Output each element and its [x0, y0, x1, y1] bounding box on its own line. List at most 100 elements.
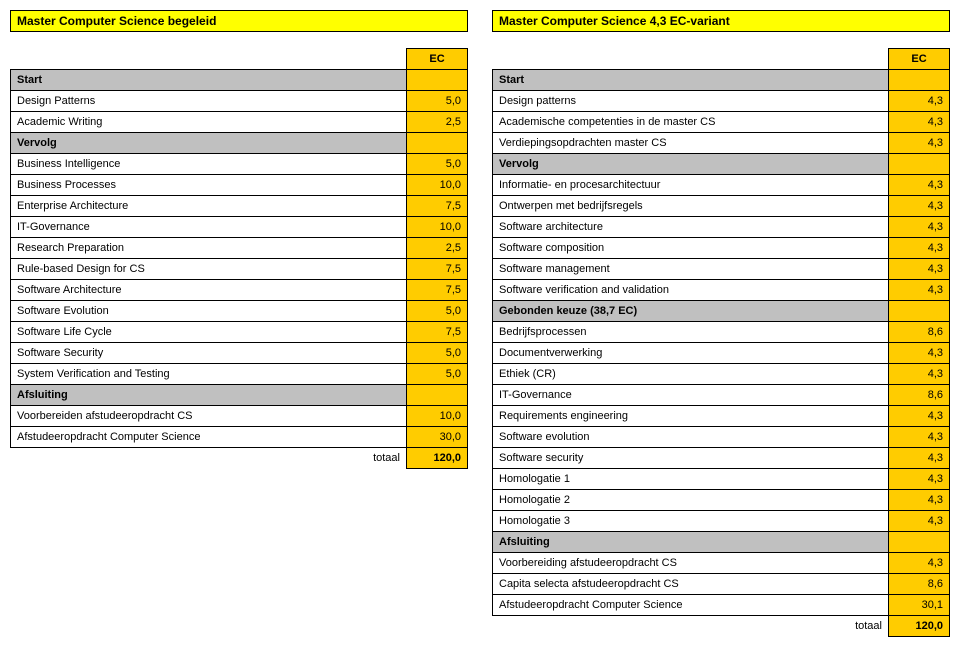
- left-row: Business Intelligence5,0: [11, 154, 468, 175]
- spacer: [493, 32, 950, 49]
- left-value: 10,0: [407, 406, 468, 427]
- right-row: Homologatie 24,3: [493, 490, 950, 511]
- left-row: Afsluiting: [11, 385, 468, 406]
- right-value: 4,3: [889, 469, 950, 490]
- right-row: Academische competenties in de master CS…: [493, 112, 950, 133]
- left-row: Enterprise Architecture7,5: [11, 196, 468, 217]
- right-label: Bedrijfsprocessen: [493, 322, 889, 343]
- right-row: Software evolution4,3: [493, 427, 950, 448]
- left-label: Research Preparation: [11, 238, 407, 259]
- right-row: Software composition4,3: [493, 238, 950, 259]
- right-value: 4,3: [889, 406, 950, 427]
- right-value: 8,6: [889, 385, 950, 406]
- right-row: Capita selecta afstudeeropdracht CS8,6: [493, 574, 950, 595]
- right-row: Afstudeeropdracht Computer Science30,1: [493, 595, 950, 616]
- left-body: StartDesign Patterns5,0Academic Writing2…: [11, 70, 468, 448]
- left-column: Master Computer Science begeleid EC Star…: [10, 10, 468, 469]
- left-value: [407, 385, 468, 406]
- ec-header-blank: [493, 49, 889, 70]
- left-label: Afstudeeropdracht Computer Science: [11, 427, 407, 448]
- right-label: Afsluiting: [493, 532, 889, 553]
- right-value: 4,3: [889, 133, 950, 154]
- right-value: [889, 70, 950, 91]
- right-row: Software architecture4,3: [493, 217, 950, 238]
- right-value: [889, 154, 950, 175]
- right-row: Ethiek (CR)4,3: [493, 364, 950, 385]
- left-row: Voorbereiden afstudeeropdracht CS10,0: [11, 406, 468, 427]
- right-label: Documentverwerking: [493, 343, 889, 364]
- right-value: 4,3: [889, 91, 950, 112]
- left-value: 2,5: [407, 238, 468, 259]
- left-value: 2,5: [407, 112, 468, 133]
- right-table: Master Computer Science 4,3 EC-variant E…: [492, 10, 950, 637]
- left-row: Software Evolution5,0: [11, 301, 468, 322]
- left-label: Design Patterns: [11, 91, 407, 112]
- left-label: Start: [11, 70, 407, 91]
- left-value: 7,5: [407, 259, 468, 280]
- right-label: Voorbereiding afstudeeropdracht CS: [493, 553, 889, 574]
- right-value: 4,3: [889, 175, 950, 196]
- right-value: 4,3: [889, 448, 950, 469]
- right-row: Software verification and validation4,3: [493, 280, 950, 301]
- left-total-label: totaal: [11, 448, 407, 469]
- right-value: [889, 532, 950, 553]
- right-row: Vervolg: [493, 154, 950, 175]
- left-label: Academic Writing: [11, 112, 407, 133]
- right-label: Software verification and validation: [493, 280, 889, 301]
- right-row: Afsluiting: [493, 532, 950, 553]
- left-value: 7,5: [407, 280, 468, 301]
- left-total-val: 120,0: [407, 448, 468, 469]
- right-label: Software management: [493, 259, 889, 280]
- right-value: 4,3: [889, 427, 950, 448]
- right-label: Ontwerpen met bedrijfsregels: [493, 196, 889, 217]
- left-label: IT-Governance: [11, 217, 407, 238]
- right-value: 4,3: [889, 238, 950, 259]
- right-row: Documentverwerking4,3: [493, 343, 950, 364]
- left-value: 5,0: [407, 343, 468, 364]
- left-label: Afsluiting: [11, 385, 407, 406]
- left-label: Vervolg: [11, 133, 407, 154]
- right-row: Requirements engineering4,3: [493, 406, 950, 427]
- spacer: [11, 32, 468, 49]
- right-column: Master Computer Science 4,3 EC-variant E…: [492, 10, 950, 637]
- right-row: Verdiepingsopdrachten master CS4,3: [493, 133, 950, 154]
- left-value: 10,0: [407, 217, 468, 238]
- right-label: Capita selecta afstudeeropdracht CS: [493, 574, 889, 595]
- right-row: Gebonden keuze (38,7 EC): [493, 301, 950, 322]
- left-value: 30,0: [407, 427, 468, 448]
- left-value: [407, 70, 468, 91]
- right-value: 4,3: [889, 511, 950, 532]
- ec-header-label: EC: [889, 49, 950, 70]
- left-label: Software Life Cycle: [11, 322, 407, 343]
- left-title: Master Computer Science begeleid: [11, 11, 468, 32]
- right-label: Vervolg: [493, 154, 889, 175]
- left-row: Afstudeeropdracht Computer Science30,0: [11, 427, 468, 448]
- left-label: Business Processes: [11, 175, 407, 196]
- left-label: Rule-based Design for CS: [11, 259, 407, 280]
- left-label: Business Intelligence: [11, 154, 407, 175]
- right-label: IT-Governance: [493, 385, 889, 406]
- right-label: Software architecture: [493, 217, 889, 238]
- left-value: 5,0: [407, 91, 468, 112]
- right-label: Afstudeeropdracht Computer Science: [493, 595, 889, 616]
- left-label: Software Security: [11, 343, 407, 364]
- right-value: 4,3: [889, 196, 950, 217]
- right-title-row: Master Computer Science 4,3 EC-variant: [493, 11, 950, 32]
- right-total-val: 120,0: [889, 616, 950, 637]
- right-value: 4,3: [889, 553, 950, 574]
- right-value: 4,3: [889, 112, 950, 133]
- right-total-row: totaal 120,0: [493, 616, 950, 637]
- right-row: Voorbereiding afstudeeropdracht CS4,3: [493, 553, 950, 574]
- right-label: Homologatie 3: [493, 511, 889, 532]
- left-row: Academic Writing2,5: [11, 112, 468, 133]
- right-row: Design patterns4,3: [493, 91, 950, 112]
- left-ec-header: EC: [11, 49, 468, 70]
- left-row: Business Processes10,0: [11, 175, 468, 196]
- right-value: 4,3: [889, 259, 950, 280]
- left-title-row: Master Computer Science begeleid: [11, 11, 468, 32]
- left-label: Software Evolution: [11, 301, 407, 322]
- right-row: Software security4,3: [493, 448, 950, 469]
- right-label: Ethiek (CR): [493, 364, 889, 385]
- right-value: 4,3: [889, 217, 950, 238]
- right-row: IT-Governance8,6: [493, 385, 950, 406]
